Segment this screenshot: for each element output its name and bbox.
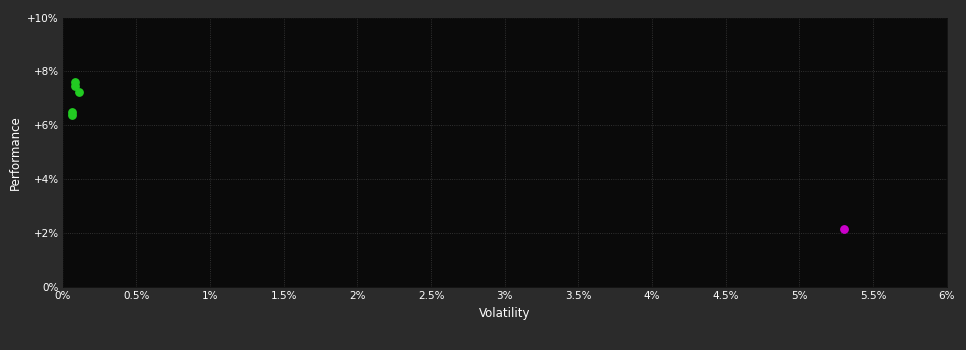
Y-axis label: Performance: Performance — [9, 115, 21, 190]
Point — [68, 79, 83, 85]
Point — [64, 109, 79, 115]
Point — [68, 83, 83, 89]
Point — [65, 112, 80, 118]
X-axis label: Volatility: Volatility — [479, 307, 530, 320]
Point — [71, 89, 87, 95]
Point — [836, 226, 851, 232]
